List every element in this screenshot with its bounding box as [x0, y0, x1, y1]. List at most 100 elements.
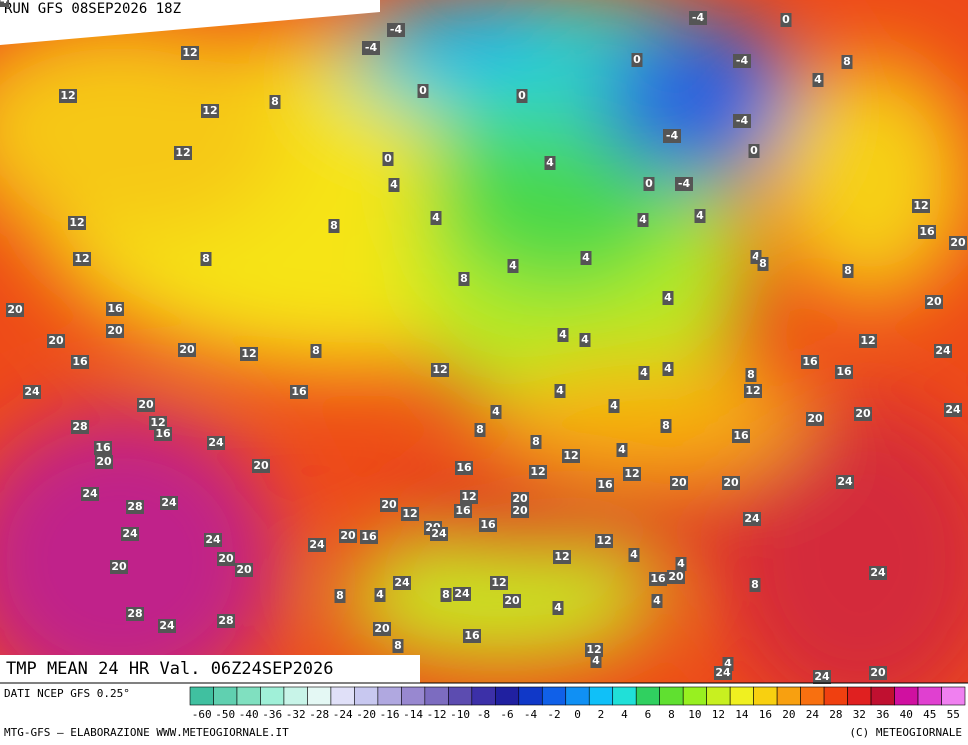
map-label: 20: [381, 498, 397, 511]
label-bg: [544, 156, 556, 170]
label-bg: [374, 588, 386, 602]
color-swatch: [847, 686, 872, 706]
label-bg: [675, 177, 693, 191]
scale-label: -50: [215, 708, 235, 721]
label-bg: [643, 177, 655, 191]
map-label: 24: [24, 385, 40, 398]
color-swatch: [518, 686, 543, 706]
label-bg: [663, 129, 681, 143]
map-label: 4: [640, 366, 648, 379]
label-bg: [562, 449, 580, 463]
map-label: 12: [432, 363, 447, 376]
map-label: 16: [107, 302, 123, 315]
color-swatch: [753, 686, 778, 706]
map-label: 24: [0, 0, 8, 6]
scale-label: 0: [574, 708, 581, 721]
map-label: 0: [384, 152, 392, 165]
map-label: 8: [747, 368, 755, 381]
map-title: TMP MEAN 24 HR Val. 06Z24SEP2026: [6, 659, 334, 679]
label-bg: [308, 538, 326, 552]
map-label: 20: [504, 594, 520, 607]
map-label: 24: [870, 566, 886, 579]
map-label: 0: [750, 144, 758, 157]
label-bg: [925, 295, 943, 309]
map-label: 12: [624, 467, 639, 480]
map-label: 4: [696, 209, 704, 222]
color-swatch: [189, 686, 214, 706]
label-bg: [608, 399, 620, 413]
map-label: 4: [814, 73, 822, 86]
map-label: 8: [312, 344, 320, 357]
label-bg: [859, 334, 877, 348]
map-label: 12: [182, 46, 197, 59]
map-label: 8: [394, 639, 402, 652]
map-label: 20: [512, 492, 528, 505]
map-label: 0: [782, 13, 790, 26]
label-bg: [0, 0, 9, 7]
label-bg: [401, 507, 419, 521]
map-label: -4: [692, 11, 705, 24]
label-bg: [745, 368, 757, 382]
map-label: 20: [512, 504, 528, 517]
map-label: 16: [597, 478, 613, 491]
label-bg: [835, 365, 853, 379]
map-label: 4: [752, 250, 760, 263]
map-label: 8: [751, 578, 759, 591]
map-label: 4: [610, 399, 618, 412]
color-swatch: [471, 686, 496, 706]
map-label: 20: [671, 476, 687, 489]
map-label: 24: [945, 403, 961, 416]
color-swatch: [260, 686, 285, 706]
label-bg: [73, 252, 91, 266]
map-label: 12: [461, 490, 476, 503]
label-bg: [579, 333, 591, 347]
color-swatch: [213, 686, 238, 706]
color-swatch: [448, 686, 473, 706]
label-bg: [813, 670, 831, 684]
label-bg: [454, 504, 472, 518]
temperature-field: [0, 0, 968, 683]
scale-label: 45: [923, 708, 936, 721]
color-swatch: [283, 686, 308, 706]
scale-label: -32: [286, 708, 306, 721]
label-bg: [854, 407, 872, 421]
label-bg: [694, 209, 706, 223]
map-label: 8: [330, 219, 338, 232]
label-bg: [110, 560, 128, 574]
label-bg: [595, 534, 613, 548]
map-label: 20: [870, 666, 886, 679]
map-label: 16: [650, 572, 666, 585]
label-bg: [217, 552, 235, 566]
map-label: 20: [107, 324, 123, 337]
map-label: 4: [582, 251, 590, 264]
map-label: 24: [715, 666, 731, 679]
label-bg: [949, 236, 967, 250]
label-bg: [71, 420, 89, 434]
label-bg: [675, 557, 687, 571]
label-bg: [780, 13, 792, 27]
label-bg: [460, 490, 478, 504]
map-label: 24: [159, 619, 175, 632]
label-bg: [382, 152, 394, 166]
label-bg: [660, 419, 672, 433]
label-bg: [714, 666, 732, 680]
label-bg: [733, 114, 751, 128]
run-info: RUN GFS 08SEP2026 18Z: [4, 1, 181, 17]
label-bg: [328, 219, 340, 233]
map-label: 20: [111, 560, 127, 573]
map-label: 12: [530, 465, 545, 478]
scale-label: 36: [876, 708, 889, 721]
scale-label: -2: [547, 708, 560, 721]
label-bg: [722, 657, 734, 671]
color-swatch: [330, 686, 355, 706]
color-swatch: [588, 686, 614, 706]
label-bg: [649, 572, 667, 586]
map-label: 28: [218, 614, 233, 627]
label-bg: [47, 334, 65, 348]
label-bg: [842, 264, 854, 278]
title-bg: [0, 655, 420, 683]
label-bg: [670, 476, 688, 490]
map-label: 8: [271, 95, 279, 108]
map-label: 16: [455, 504, 471, 517]
